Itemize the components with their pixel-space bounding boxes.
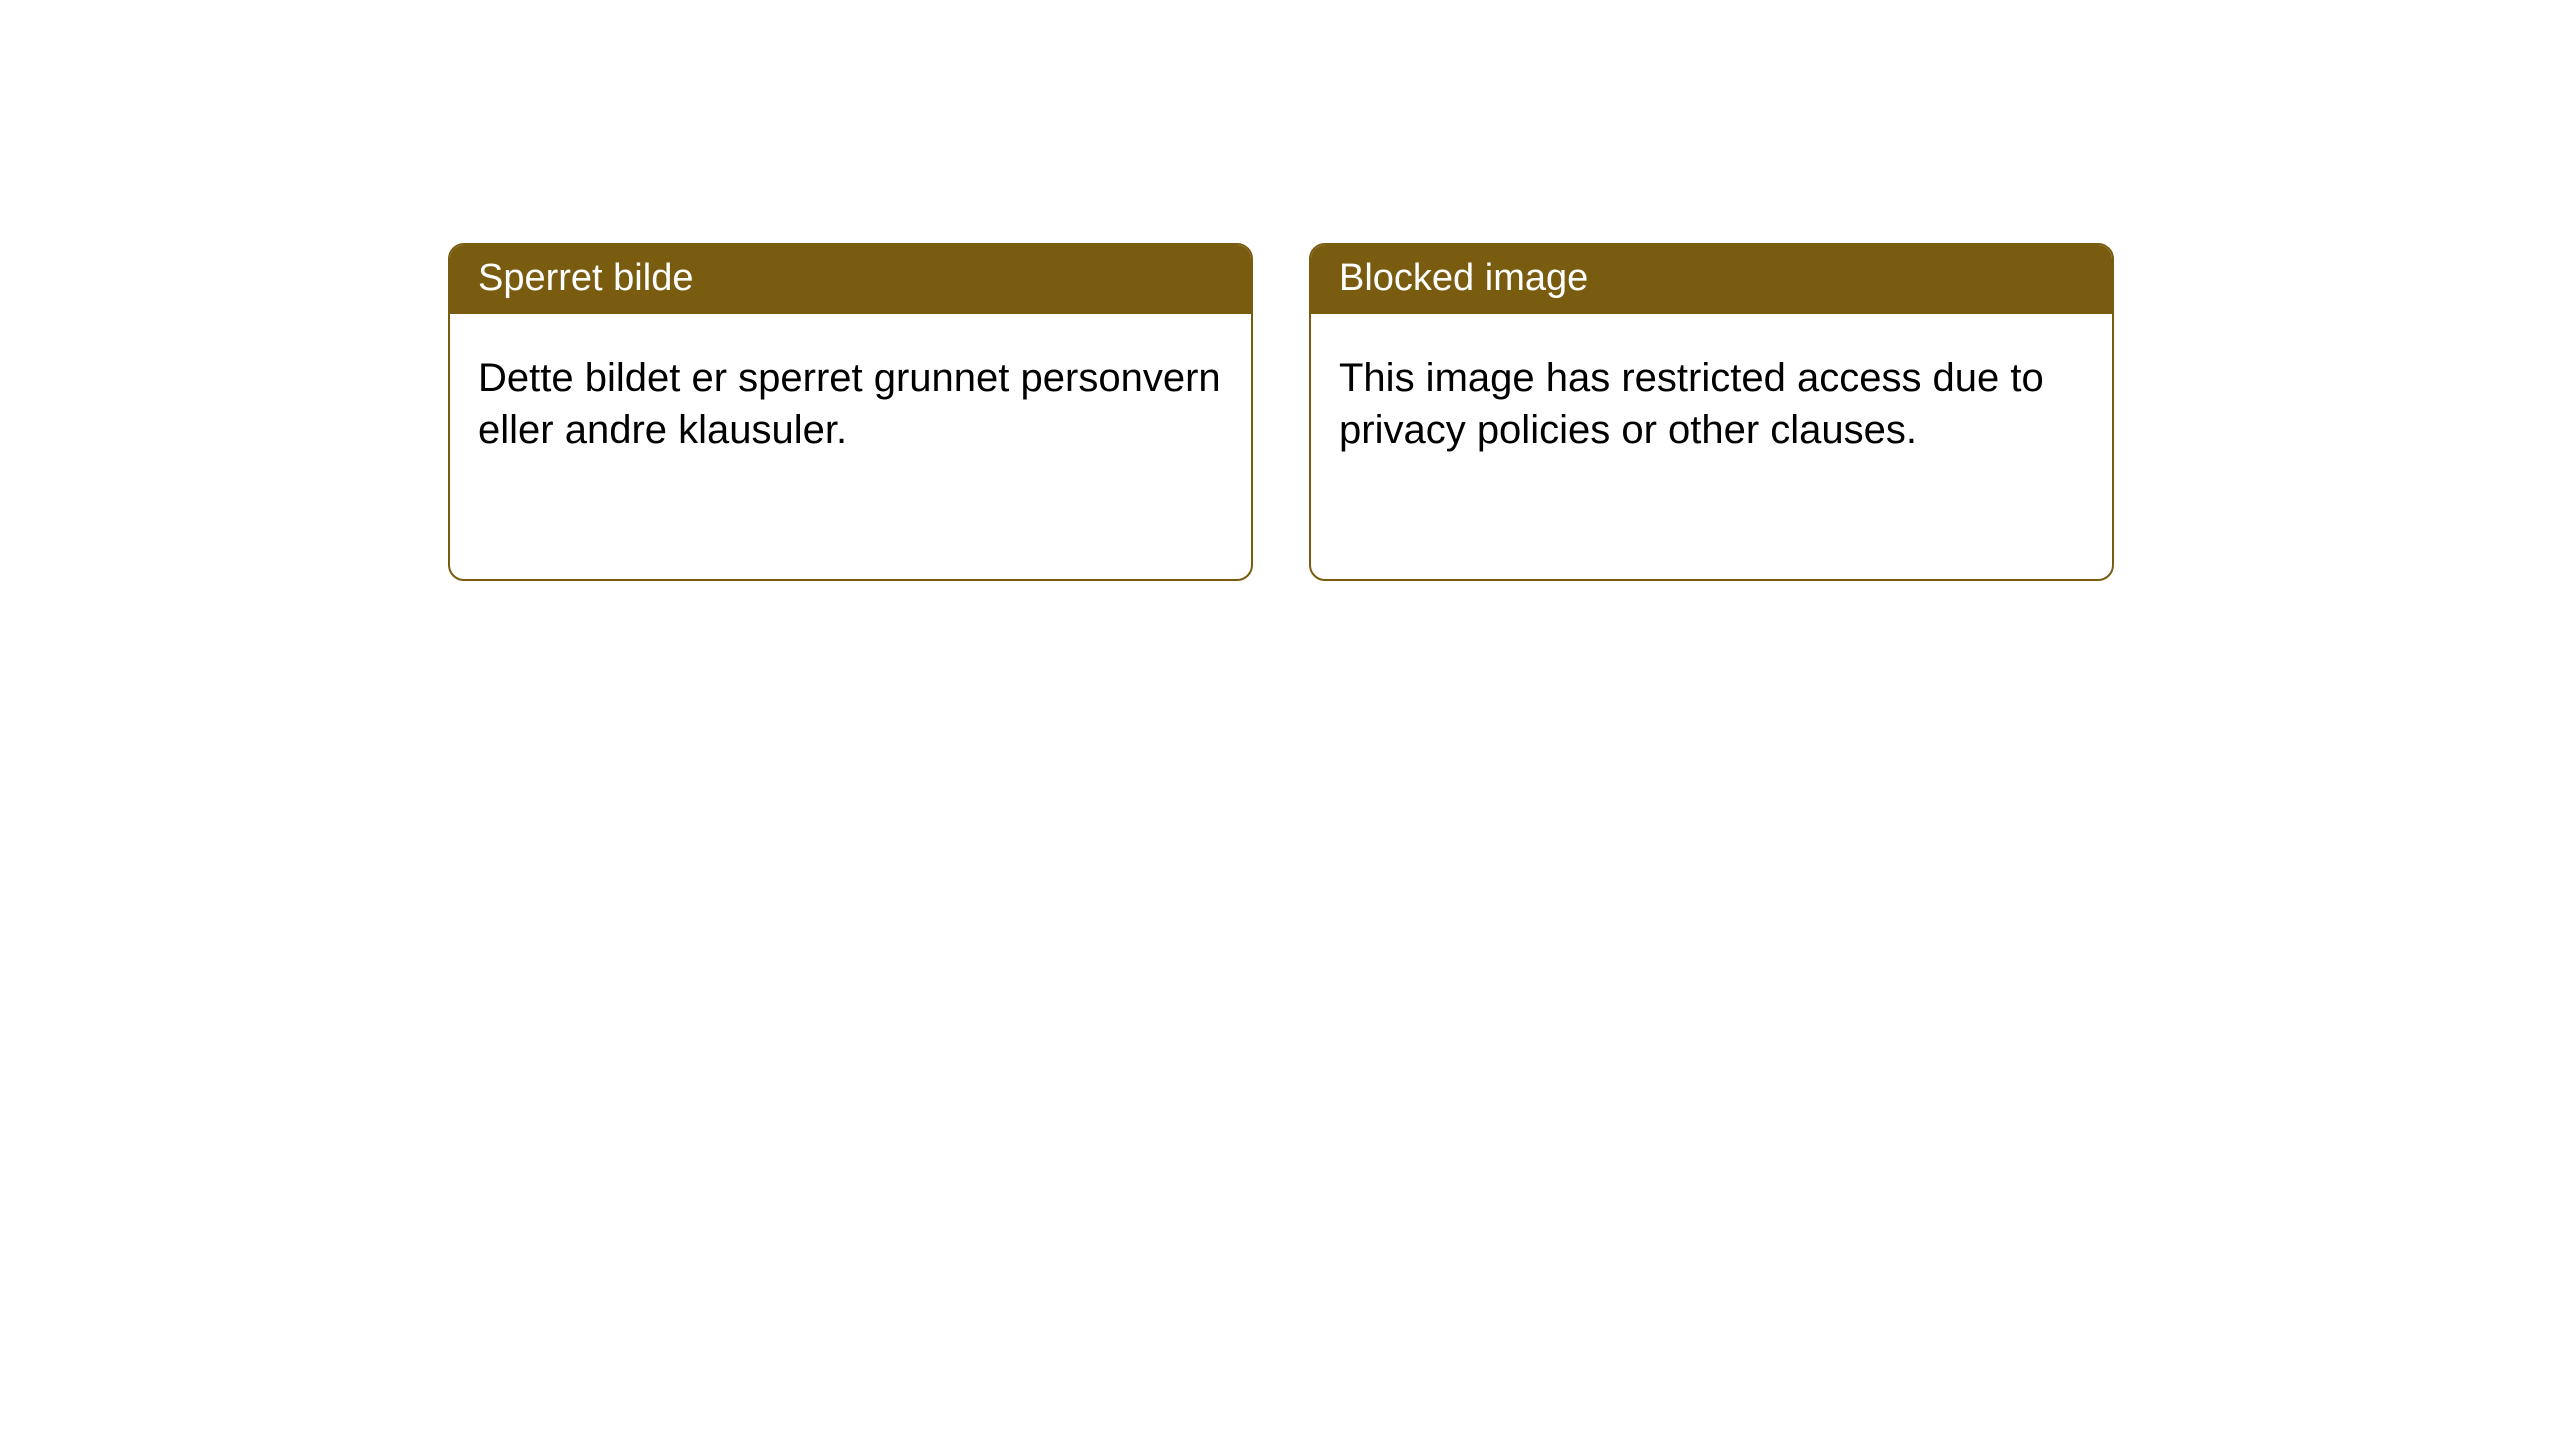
card-body: This image has restricted access due to … xyxy=(1311,314,2112,494)
card-header: Sperret bilde xyxy=(450,245,1251,314)
card-title: Blocked image xyxy=(1339,257,1588,299)
blocked-image-card-norwegian: Sperret bilde Dette bildet er sperret gr… xyxy=(448,243,1253,581)
card-body-text: Dette bildet er sperret grunnet personve… xyxy=(478,356,1221,452)
blocked-image-card-english: Blocked image This image has restricted … xyxy=(1309,243,2114,581)
card-body: Dette bildet er sperret grunnet personve… xyxy=(450,314,1251,494)
card-header: Blocked image xyxy=(1311,245,2112,314)
card-body-text: This image has restricted access due to … xyxy=(1339,356,2044,452)
cards-container: Sperret bilde Dette bildet er sperret gr… xyxy=(448,243,2114,581)
card-title: Sperret bilde xyxy=(478,257,693,299)
